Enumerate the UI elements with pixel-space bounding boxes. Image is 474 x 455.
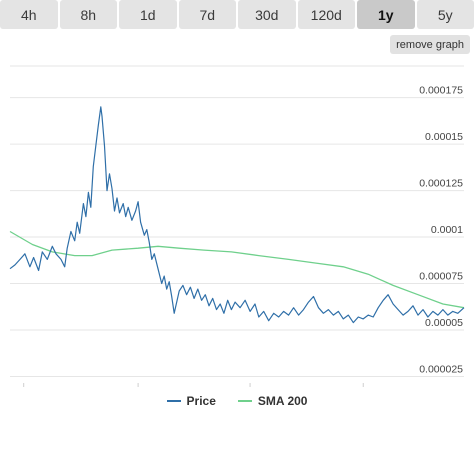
- y-tick-label: 0.000075: [419, 271, 463, 283]
- range-button-5y[interactable]: 5y: [416, 0, 474, 29]
- legend-item-price[interactable]: Price: [166, 394, 216, 408]
- y-tick-label: 0.0001: [431, 224, 463, 236]
- y-tick-label: 0.000025: [419, 363, 463, 375]
- x-axis: Oct '24Jan '25Apr '25Jul '25: [23, 383, 364, 387]
- legend-label-sma: SMA 200: [257, 394, 308, 408]
- price-series-line: [9, 106, 465, 324]
- series-lines: [9, 106, 465, 324]
- y-tick-label: 0.000175: [419, 85, 463, 97]
- price-chart: Oct '24Jan '25Apr '25Jul '25 0.0000250.0…: [9, 65, 465, 387]
- time-range-selector: 4h 8h 1d 7d 30d 120d 1y 5y: [0, 0, 474, 30]
- range-button-4h[interactable]: 4h: [0, 0, 58, 29]
- y-tick-label: 0.00005: [425, 317, 463, 329]
- chart-legend: Price SMA 200: [0, 394, 474, 408]
- grid-lines: [10, 65, 464, 377]
- range-button-1y[interactable]: 1y: [357, 0, 415, 29]
- y-tick-label: 0.000125: [419, 178, 463, 190]
- sma-200-series-line: [9, 230, 465, 309]
- legend-swatch-price: [166, 400, 181, 402]
- range-button-1d[interactable]: 1d: [119, 0, 177, 29]
- remove-graph-button[interactable]: remove graph: [390, 35, 470, 54]
- legend-item-sma[interactable]: SMA 200: [237, 394, 308, 408]
- y-axis: 0.000025 0.00005 0.000075 0.0001 0.000125 0.0…: [419, 85, 463, 376]
- y-tick-label: 0.00015: [425, 131, 463, 143]
- range-button-7d[interactable]: 7d: [178, 0, 236, 29]
- legend-label-price: Price: [186, 394, 216, 408]
- range-button-30d[interactable]: 30d: [238, 0, 296, 29]
- range-button-120d[interactable]: 120d: [297, 0, 355, 29]
- legend-swatch-sma: [237, 400, 252, 402]
- range-button-8h[interactable]: 8h: [59, 0, 117, 29]
